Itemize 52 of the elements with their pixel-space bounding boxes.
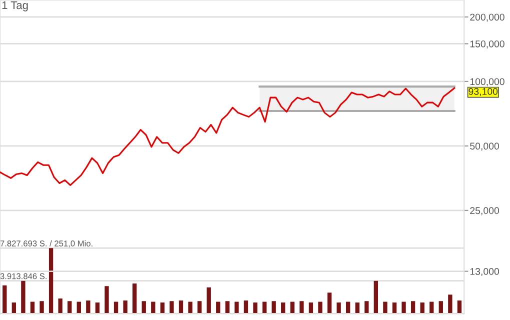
bar [244, 300, 248, 314]
bar [104, 286, 109, 314]
bar [364, 301, 369, 314]
bar [160, 302, 165, 314]
bar [327, 292, 332, 314]
bar [318, 302, 322, 314]
bar [253, 302, 258, 314]
bar [21, 280, 26, 314]
bar [281, 302, 286, 314]
ref-line-label: 3.913.846 S. [0, 273, 46, 280]
bar [48, 248, 54, 314]
bar [410, 301, 416, 314]
bar [40, 301, 44, 314]
text: 93,100 [468, 88, 498, 96]
bar [336, 302, 341, 314]
bar [95, 302, 100, 314]
bar [420, 302, 424, 314]
bar [355, 302, 360, 314]
y-tick-label: 150,000 [470, 40, 504, 48]
y-tick-label: 25,000 [470, 207, 500, 216]
chart-title: 1 Tag [2, 1, 28, 12]
bar [58, 298, 62, 314]
bar [142, 301, 146, 314]
y-tick-label: 100,000 [470, 78, 504, 86]
bar [178, 300, 184, 314]
bar [308, 302, 314, 314]
y-tick-label: 50,000 [470, 142, 500, 151]
bar [438, 301, 443, 314]
bar [188, 302, 192, 314]
bar [2, 285, 7, 314]
bar [374, 280, 378, 314]
line-series [0, 87, 456, 186]
bar [402, 302, 406, 314]
bar [197, 301, 202, 314]
bar [132, 283, 137, 314]
bar [457, 300, 462, 314]
bar [300, 301, 304, 314]
bar [68, 301, 72, 314]
bar [234, 302, 239, 314]
bar [12, 302, 16, 314]
bar [225, 301, 230, 314]
y-tick-label: 200,000 [470, 14, 504, 22]
bar [272, 301, 276, 314]
y-tick-label: 13,000 [470, 268, 500, 276]
bar [86, 300, 90, 314]
bar [448, 294, 452, 314]
bar [392, 302, 397, 314]
bar [123, 300, 128, 314]
ref-line-label: 7.827.693 S. / 251,0 Mio. [0, 240, 92, 248]
bar [170, 301, 174, 314]
bar [383, 302, 388, 314]
bar [206, 287, 211, 314]
